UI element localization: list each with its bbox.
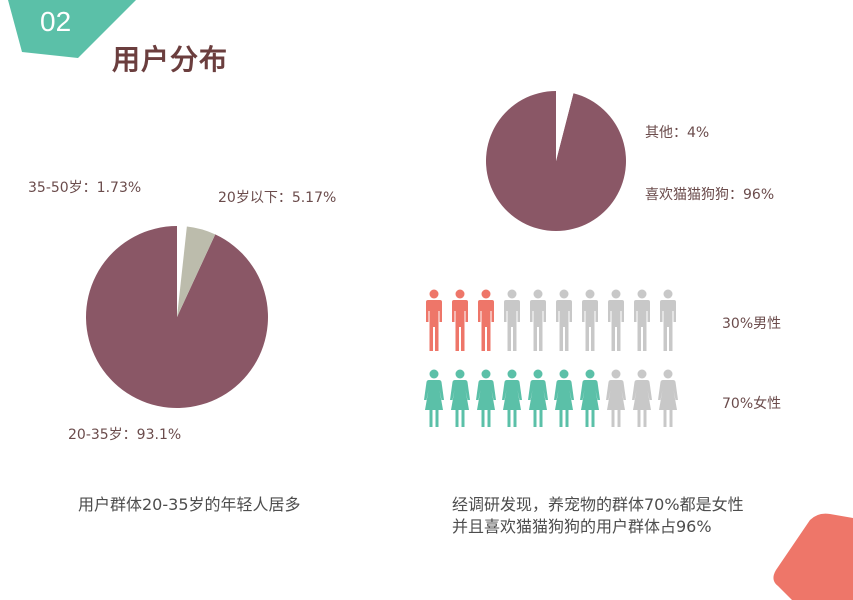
corner-shape (773, 513, 853, 600)
summary-line-1: 经调研发现，养宠物的群体70%都是女性 (452, 495, 744, 514)
age-caption: 用户群体20-35岁的年轻人居多 (78, 495, 301, 514)
female-icon (554, 369, 574, 427)
age-pie-chart (86, 226, 268, 408)
page-title: 用户分布 (112, 43, 229, 76)
female-icon (606, 369, 626, 427)
summary-caption: 经调研发现，养宠物的群体70%都是女性 并且喜欢猫猫狗狗的用户群体占96% (452, 494, 744, 538)
age-pie-slice-1 (177, 226, 187, 317)
pet-pie-slice-1 (556, 91, 574, 161)
corner-decoration (773, 513, 853, 600)
summary-line-2: 并且喜欢猫猫狗狗的用户群体占96% (452, 517, 712, 536)
female-icon (632, 369, 652, 427)
pet-label-other: 其他：4% (645, 125, 710, 141)
pet-label-pets: 喜欢猫猫狗狗：96% (645, 187, 775, 203)
female-icon (580, 369, 600, 427)
age-pie-slice-2 (177, 226, 216, 317)
male-icon (634, 289, 650, 351)
female-pictogram-row (424, 369, 678, 427)
male-icon (530, 289, 546, 351)
age-label-under-20: 20岁以下：5.17% (218, 190, 337, 206)
male-icon (582, 289, 598, 351)
female-label: 70%女性 (722, 396, 782, 412)
female-icon (450, 369, 470, 427)
female-icon (658, 369, 678, 427)
male-icon (504, 289, 520, 351)
female-icon (528, 369, 548, 427)
badge-shape (8, 0, 136, 58)
age-pie-slice-0 (86, 226, 268, 408)
male-icon (660, 289, 676, 351)
age-label-35-50: 35-50岁：1.73% (28, 180, 142, 196)
female-icon (476, 369, 496, 427)
section-number: 02 (40, 6, 72, 37)
pet-pie-chart (486, 91, 626, 231)
male-label: 30%男性 (722, 316, 782, 332)
age-label-20-35: 20-35岁：93.1% (68, 427, 182, 443)
male-icon (452, 289, 468, 351)
female-icon (502, 369, 522, 427)
male-icon (478, 289, 494, 351)
male-icon (556, 289, 572, 351)
female-icon (424, 369, 444, 427)
section-badge (8, 0, 136, 58)
male-icon (426, 289, 442, 351)
male-pictogram-row (426, 289, 676, 351)
male-icon (608, 289, 624, 351)
